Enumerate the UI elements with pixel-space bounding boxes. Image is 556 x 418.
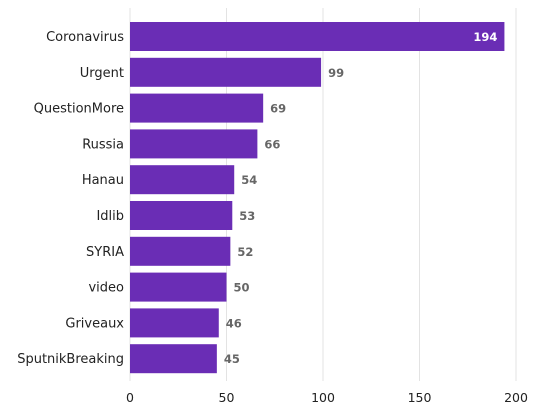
bar-video: [130, 272, 227, 302]
bar-urgent: [130, 57, 322, 87]
category-label-questionmore: QuestionMore: [34, 102, 124, 117]
value-label-syria: 52: [237, 245, 253, 259]
category-labels: Coronavirus Urgent QuestionMore Russia Hanau…: [17, 30, 124, 367]
category-label-russia: Russia: [82, 137, 124, 152]
bar-griveaux: [130, 308, 219, 338]
category-label-hanau: Hanau: [82, 173, 124, 188]
bar-questionmore: [130, 93, 264, 123]
category-label-syria: SYRIA: [86, 245, 124, 260]
value-label-questionmore: 69: [270, 102, 286, 116]
bar-syria: [130, 236, 231, 266]
category-label-idlib: Idlib: [96, 209, 124, 224]
value-label-idlib: 53: [239, 209, 255, 223]
x-tick-label-50: 50: [219, 390, 235, 405]
bar-idlib: [130, 201, 233, 230]
bar-hanau: [130, 165, 235, 195]
x-tick-label-200: 200: [504, 390, 528, 405]
bar-coronavirus: [130, 22, 505, 51]
x-tick-label-0: 0: [126, 390, 134, 405]
value-labels: 194 99 69 66 54 53 52 50 46 45: [224, 30, 498, 366]
value-label-russia: 66: [264, 137, 280, 151]
value-label-sputnikbreaking: 45: [224, 352, 240, 366]
x-axis-ticks: 0 50 100 150 200: [126, 390, 528, 405]
category-label-griveaux: Griveaux: [65, 316, 124, 331]
category-label-coronavirus: Coronavirus: [46, 30, 124, 45]
value-label-video: 50: [234, 281, 250, 295]
category-label-sputnikbreaking: SputnikBreaking: [17, 352, 124, 367]
x-tick-label-150: 150: [408, 390, 432, 405]
bar-russia: [130, 129, 258, 159]
x-tick-label-100: 100: [311, 390, 335, 405]
value-label-hanau: 54: [241, 173, 257, 187]
category-label-video: video: [88, 281, 124, 296]
bars: [130, 22, 505, 374]
value-label-urgent: 99: [328, 66, 344, 80]
category-label-urgent: Urgent: [80, 66, 124, 81]
value-label-griveaux: 46: [226, 316, 242, 330]
bar-sputnikbreaking: [130, 344, 217, 374]
value-label-coronavirus: 194: [473, 30, 497, 44]
